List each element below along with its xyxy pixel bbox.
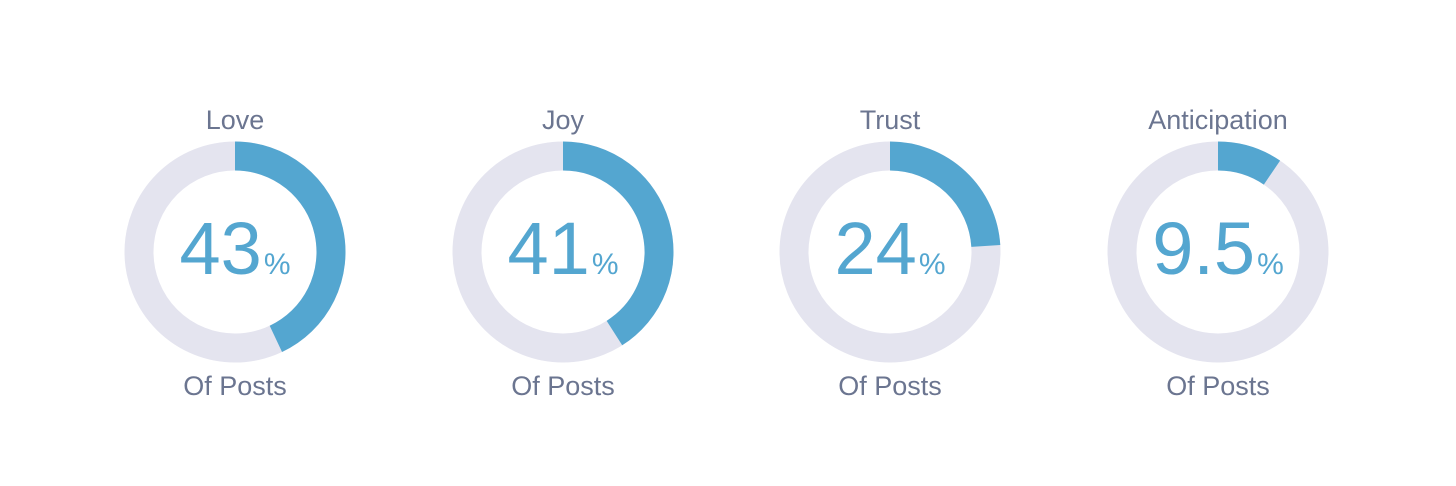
value-number: 41 (508, 207, 590, 290)
value-number: 24 (835, 207, 917, 290)
donut-chart: Trust 24% Of Posts (779, 105, 1001, 401)
value-unit: % (264, 248, 291, 281)
chart-title: Trust (860, 105, 921, 135)
value-unit: % (592, 248, 619, 281)
chart-title: Joy (542, 105, 585, 135)
value-unit: % (919, 248, 946, 281)
donut-segment (234, 141, 346, 352)
caption: Of Posts (1166, 371, 1270, 401)
caption: Of Posts (183, 371, 287, 401)
value-label: 24% (835, 207, 946, 290)
donut-segment (889, 141, 1001, 248)
value-unit: % (1257, 248, 1284, 281)
chart-title: Anticipation (1148, 105, 1288, 135)
donut-chart: Anticipation 9.5% Of Posts (1107, 105, 1329, 401)
value-number: 9.5 (1152, 207, 1255, 290)
value-label: 9.5% (1152, 207, 1284, 290)
caption: Of Posts (838, 371, 942, 401)
donut-chart: Joy 41% Of Posts (452, 105, 674, 401)
caption: Of Posts (511, 371, 615, 401)
value-number: 43 (180, 207, 262, 290)
donut-segment (1217, 141, 1281, 185)
donut-segment (562, 141, 674, 346)
value-label: 41% (508, 207, 619, 290)
donut-chart: Love 43% Of Posts (124, 105, 346, 401)
chart-title: Love (206, 105, 265, 135)
value-label: 43% (180, 207, 291, 290)
